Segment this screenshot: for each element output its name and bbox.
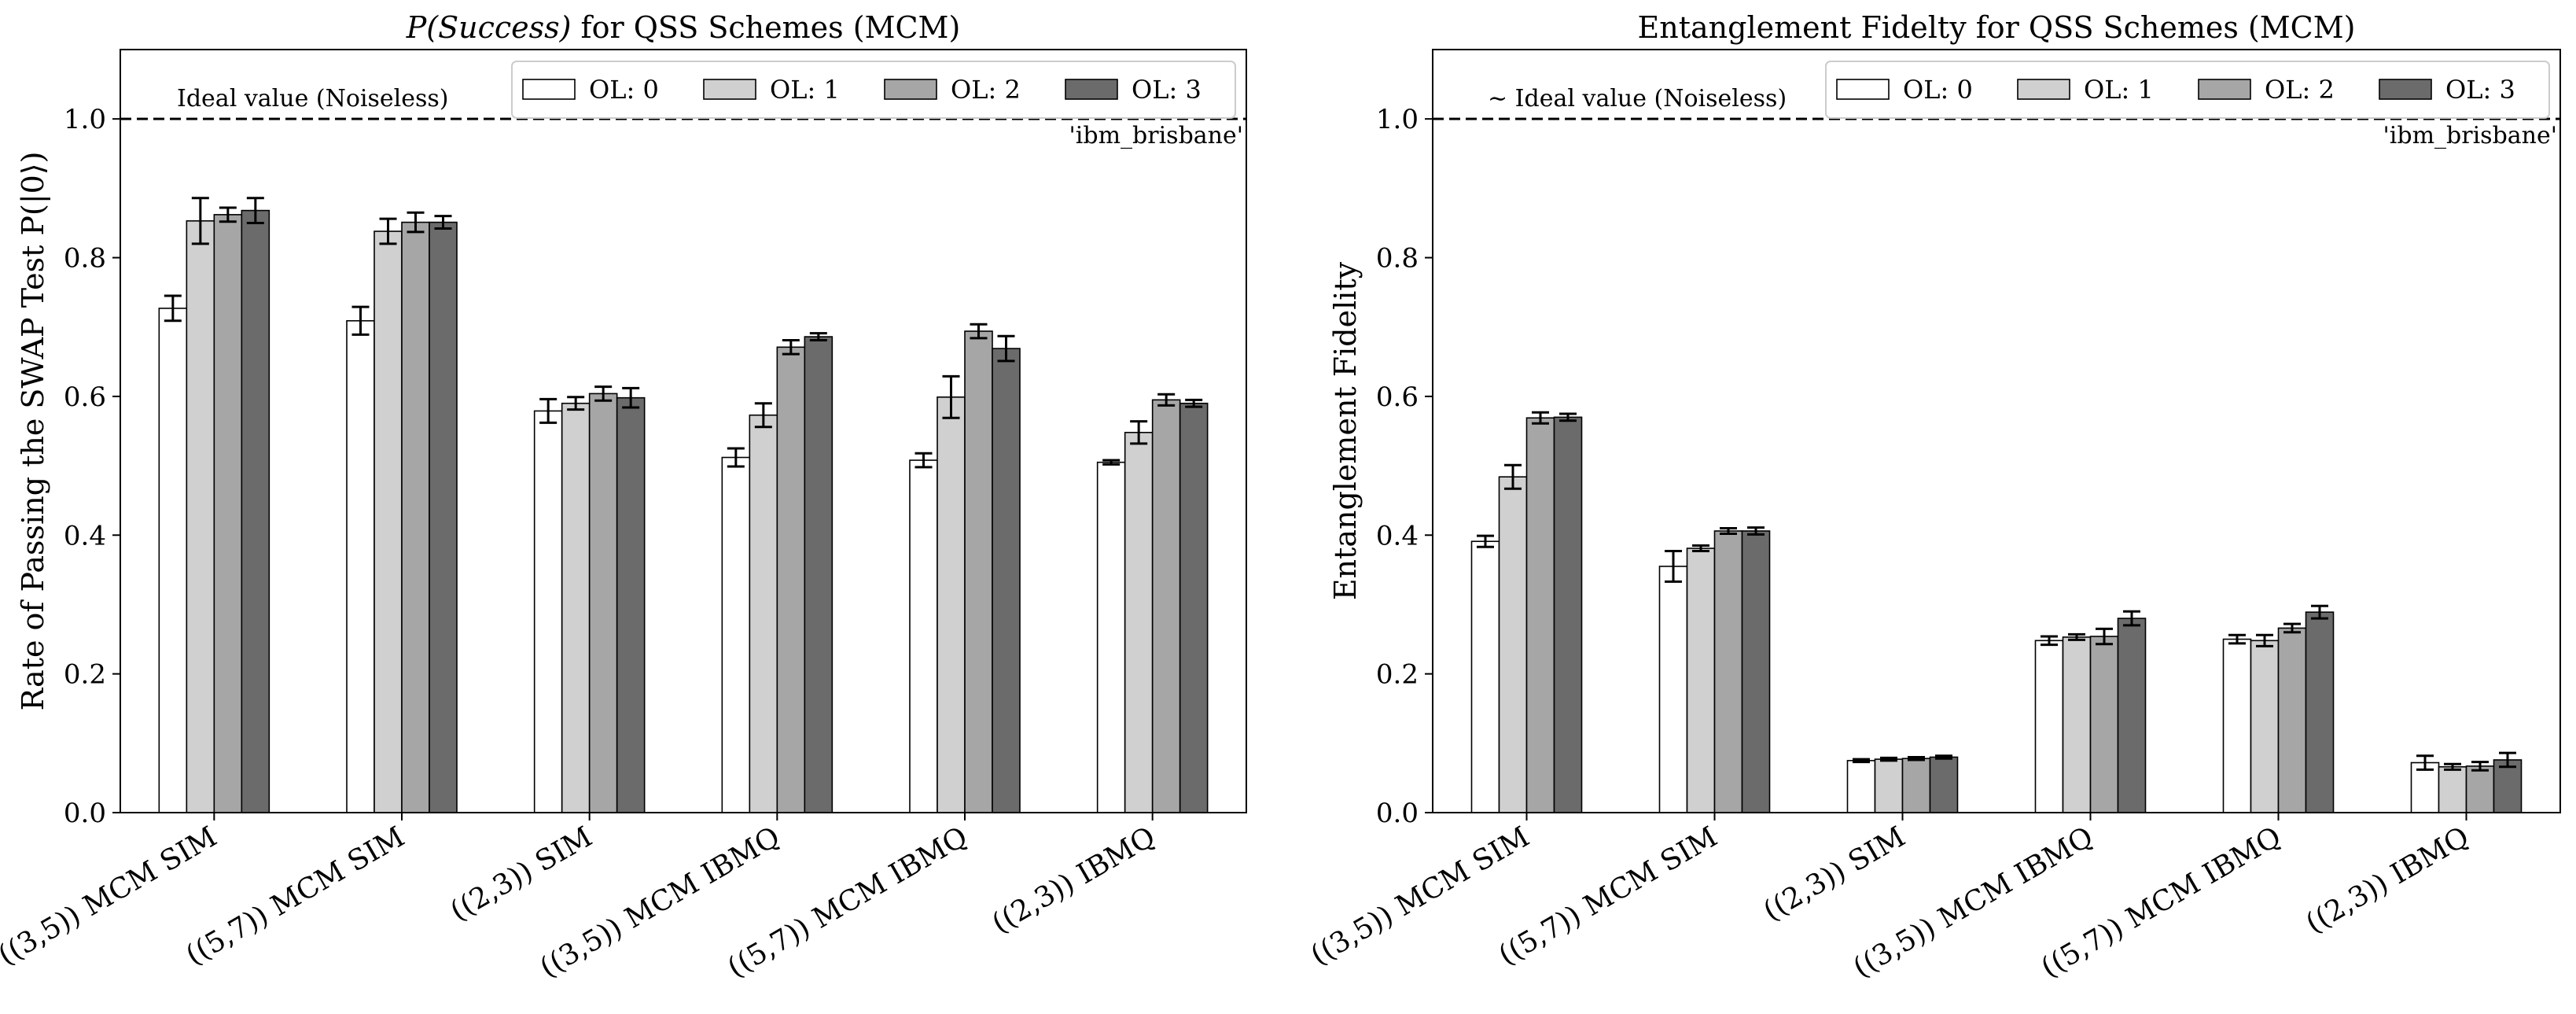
bar-ol-1-4 — [2063, 637, 2091, 813]
bar-ol-3-2 — [1742, 531, 1770, 813]
bar-ol-1-2 — [1687, 548, 1715, 813]
y-tick-label: 0.0 — [64, 798, 106, 829]
y-axis-label: Rate of Passing the SWAP Test P(|0⟩) — [16, 152, 50, 711]
y-tick-label: 0.2 — [1376, 659, 1419, 691]
bar-ol-3-1 — [241, 211, 269, 813]
bar-ol-0-1 — [159, 308, 186, 813]
legend-swatch — [2199, 79, 2250, 99]
bar-ol-2-5 — [2279, 628, 2306, 813]
y-tick-label: 0.6 — [64, 382, 106, 413]
bar-ol-1-1 — [1500, 477, 1527, 813]
bar-ol-0-4 — [2036, 640, 2063, 813]
bar-ol-1-6 — [2439, 767, 2467, 813]
legend-label: OL: 1 — [2084, 75, 2154, 105]
y-tick-label: 0.8 — [64, 243, 106, 275]
chart-panel-1: P(Success) for QSS Schemes (MCM) Ideal va… — [0, 10, 1246, 984]
bar-ol-3-5 — [992, 348, 1020, 813]
legend-label: OL: 2 — [2265, 75, 2335, 105]
y-tick-label: 0.4 — [1376, 520, 1419, 551]
y-tick-label: 0.0 — [1376, 798, 1419, 829]
bar-ol-1-5 — [2251, 640, 2279, 813]
legend: OL: 0 OL: 1 OL: 2 OL: 3 — [1826, 61, 2549, 118]
bar-ol-3-3 — [617, 398, 645, 813]
bar-ol-0-3 — [1848, 761, 1875, 813]
chart-title: Entanglement Fidelty for QSS Schemes (MC… — [1638, 10, 2356, 45]
plot-frame — [1433, 50, 2560, 813]
legend-swatch — [2379, 79, 2431, 99]
category-label: ((2,3)) SIM — [445, 820, 598, 927]
legend-label: OL: 0 — [589, 75, 659, 105]
bar-ol-3-5 — [2306, 612, 2334, 813]
legend-swatch — [704, 79, 756, 99]
bar-ol-2-1 — [1527, 418, 1555, 813]
y-tick-label: 1.0 — [64, 104, 106, 135]
bar-ol-2-3 — [1903, 758, 1930, 813]
bar-ol-3-4 — [2118, 618, 2146, 813]
legend-swatch — [1065, 79, 1117, 99]
legend-label: OL: 3 — [2445, 75, 2515, 105]
legend-label: OL: 0 — [1903, 75, 1973, 105]
y-tick-label: 1.0 — [1376, 104, 1419, 135]
ideal-label: ∼ Ideal value (Noiseless) — [1488, 85, 1787, 112]
bar-ol-1-4 — [749, 415, 777, 813]
legend-swatch — [523, 79, 575, 99]
bar-ol-2-3 — [590, 393, 617, 813]
category-label: ((2,3)) IBMQ — [987, 820, 1161, 939]
legend-swatch — [2018, 79, 2070, 99]
chart-title: P(Success) for QSS Schemes (MCM) — [406, 10, 961, 45]
bar-ol-0-5 — [910, 460, 937, 813]
bar-ol-2-6 — [2467, 766, 2494, 813]
bar-ol-1-2 — [374, 231, 402, 813]
bar-ol-0-5 — [2224, 640, 2251, 813]
bar-ol-2-5 — [965, 331, 992, 813]
bar-ol-2-6 — [1153, 400, 1180, 813]
y-tick-label: 0.4 — [64, 520, 106, 551]
bar-ol-3-2 — [429, 223, 457, 813]
figure: P(Success) for QSS Schemes (MCM) Ideal va… — [0, 0, 2576, 1014]
bar-ol-3-1 — [1555, 417, 1582, 813]
bar-ol-0-6 — [1098, 463, 1125, 813]
bar-ol-0-4 — [722, 458, 749, 813]
bar-ol-1-1 — [186, 221, 214, 813]
bar-ol-0-1 — [1472, 541, 1500, 813]
legend-label: OL: 3 — [1132, 75, 1202, 105]
bar-ol-3-3 — [1930, 757, 1958, 813]
bar-ol-0-3 — [535, 411, 562, 813]
legend-label: OL: 2 — [951, 75, 1021, 105]
bar-ol-0-2 — [347, 321, 374, 813]
bar-ol-1-6 — [1125, 433, 1153, 813]
y-tick-label: 0.2 — [64, 659, 106, 691]
legend-swatch — [885, 79, 937, 99]
bar-ol-3-4 — [804, 337, 832, 813]
bar-ol-0-2 — [1660, 566, 1687, 813]
legend-swatch — [1837, 79, 1889, 99]
category-label: ((2,3)) SIM — [1758, 820, 1911, 927]
backend-label: 'ibm_brisbane' — [2383, 122, 2557, 149]
bar-ol-1-3 — [562, 404, 590, 813]
y-tick-label: 0.8 — [1376, 243, 1419, 275]
legend: OL: 0 OL: 1 OL: 2 OL: 3 — [512, 61, 1235, 118]
bar-ol-2-4 — [2091, 636, 2118, 813]
bar-ol-2-2 — [402, 223, 429, 813]
legend-label: OL: 1 — [770, 75, 840, 105]
backend-label: 'ibm_brisbane' — [1069, 122, 1243, 149]
bar-ol-2-2 — [1715, 531, 1742, 813]
ideal-label: Ideal value (Noiseless) — [177, 85, 448, 112]
bar-ol-1-5 — [937, 397, 965, 813]
bar-ol-2-4 — [777, 347, 804, 813]
bar-ol-1-3 — [1875, 759, 1903, 813]
plot-frame — [120, 50, 1246, 813]
bar-ol-3-6 — [1180, 404, 1208, 813]
y-axis-label: Entanglement Fidelity — [1328, 261, 1363, 600]
y-tick-label: 0.6 — [1376, 382, 1419, 413]
bar-ol-2-1 — [214, 215, 241, 813]
category-label: ((2,3)) IBMQ — [2301, 820, 2475, 939]
chart-panel-2: Entanglement Fidelty for QSS Schemes (MC… — [1305, 10, 2560, 984]
